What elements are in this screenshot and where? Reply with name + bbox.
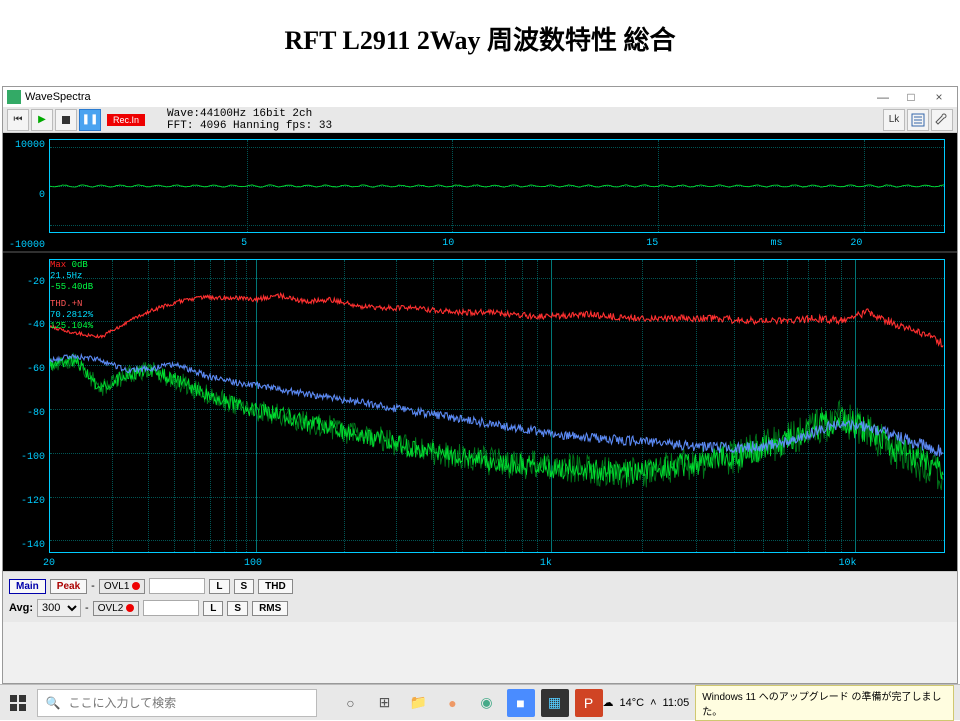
spec-ytick: -120 [5, 496, 45, 507]
pause-button[interactable]: ❚❚ [79, 109, 101, 131]
spec-ytick: -100 [5, 452, 45, 463]
ovl2-L-button[interactable]: L [203, 601, 223, 616]
ovl1-toggle[interactable]: OVL1 [99, 579, 146, 594]
wrench-icon[interactable] [931, 109, 953, 131]
minimize-button[interactable]: — [869, 88, 897, 106]
close-button[interactable]: × [925, 88, 953, 106]
app-window: WaveSpectra — □ × ⏮ ▶ ❚❚ Rec.In Wave:441… [2, 86, 958, 684]
spec-ytick: -80 [5, 408, 45, 419]
taskbar-taskview-icon[interactable]: ⊞ [371, 689, 399, 717]
taskbar-cortana-icon[interactable]: ○ [337, 689, 365, 717]
wave-xtick: 5 [241, 238, 247, 249]
taskbar[interactable]: 🔍 ここに入力して検索 ○⊞📁●◉■▦P ☁ 14°C ˄ 11:05 Wind… [0, 684, 960, 720]
wave-ytick: 0 [5, 190, 45, 201]
taskbar-chrome-icon[interactable]: ◉ [473, 689, 501, 717]
avg-label: Avg: [9, 602, 33, 614]
spec-xtick: 10k [838, 558, 856, 569]
play-button[interactable]: ▶ [31, 109, 53, 131]
lk-button[interactable]: Lk [883, 109, 905, 131]
maximize-button[interactable]: □ [897, 88, 925, 106]
ovl1-input[interactable] [149, 578, 205, 594]
wave-xtick: 10 [442, 238, 454, 249]
settings-icon[interactable] [907, 109, 929, 131]
wave-x-unit: ms [771, 238, 783, 249]
toolbar: ⏮ ▶ ❚❚ Rec.In Wave:44100Hz 16bit 2ch FFT… [3, 107, 957, 133]
spec-xtick: 1k [540, 558, 552, 569]
rewind-button[interactable]: ⏮ [7, 109, 29, 131]
waveform-plot[interactable]: 10000 0 -10000 5 10 15 20 ms [3, 133, 957, 253]
ovl2-toggle[interactable]: OVL2 [93, 601, 140, 616]
wave-xtick: 15 [646, 238, 658, 249]
avg-select[interactable]: 300 [37, 599, 81, 617]
ovl2-input[interactable] [143, 600, 199, 616]
info-line-1: Wave:44100Hz 16bit 2ch [167, 108, 881, 120]
wave-info: Wave:44100Hz 16bit 2ch FFT: 4096 Hanning… [147, 108, 881, 132]
start-button[interactable] [0, 685, 37, 721]
upgrade-notification[interactable]: Windows 11 へのアップグレード の準備が完了しました。 [695, 685, 954, 721]
search-placeholder: ここに入力して検索 [68, 694, 176, 711]
wave-ytick: 10000 [5, 140, 45, 151]
taskbar-explorer-icon[interactable]: 📁 [405, 689, 433, 717]
thd-button[interactable]: THD [258, 579, 293, 594]
wave-xtick: 20 [850, 238, 862, 249]
plot-area: 10000 0 -10000 5 10 15 20 ms Max 0dB 21.5Hz -55… [3, 133, 957, 571]
app-icon [7, 90, 21, 104]
spec-ytick: -20 [5, 277, 45, 288]
spec-xtick: 20 [43, 558, 55, 569]
temperature: 14°C [620, 697, 645, 709]
search-icon: 🔍 [46, 696, 61, 710]
peak-readout: Max 0dB 21.5Hz -55.40dB THD.+N 70.2812% … [50, 260, 93, 332]
tray-chevron-icon[interactable]: ˄ [650, 697, 656, 709]
taskbar-wavespectra-icon[interactable]: ▦ [541, 689, 569, 717]
ovl1-S-button[interactable]: S [234, 579, 255, 594]
ovl1-L-button[interactable]: L [209, 579, 229, 594]
spec-ytick: -140 [5, 540, 45, 551]
spectrum-plot[interactable]: Max 0dB 21.5Hz -55.40dB THD.+N 70.2812% … [3, 253, 957, 571]
taskbar-firefox-icon[interactable]: ● [439, 689, 467, 717]
main-button[interactable]: Main [9, 579, 46, 594]
weather-icon[interactable]: ☁ [603, 696, 614, 709]
info-line-2: FFT: 4096 Hanning fps: 33 [167, 120, 881, 132]
rms-button[interactable]: RMS [252, 601, 288, 616]
titlebar[interactable]: WaveSpectra — □ × [3, 87, 957, 107]
spec-xtick: 100 [244, 558, 262, 569]
search-box[interactable]: 🔍 ここに入力して検索 [37, 689, 317, 717]
spec-ytick: -60 [5, 364, 45, 375]
window-title: WaveSpectra [25, 91, 91, 103]
stop-button[interactable] [55, 109, 77, 131]
peak-button[interactable]: Peak [50, 579, 87, 594]
slide-title: RFT L2911 2Way 周波数特性 総合 [0, 0, 960, 67]
clock[interactable]: 11:05 [663, 697, 690, 709]
control-panel: Main Peak - OVL1 L S THD Avg: 300 - OVL2… [3, 571, 957, 622]
rec-indicator: Rec.In [107, 114, 145, 126]
taskbar-apps: ○⊞📁●◉■▦P [337, 689, 603, 717]
ovl2-S-button[interactable]: S [227, 601, 248, 616]
spec-ytick: -40 [5, 320, 45, 331]
wave-ytick: -10000 [5, 240, 45, 251]
taskbar-zoom-icon[interactable]: ■ [507, 689, 535, 717]
taskbar-powerpoint-icon[interactable]: P [575, 689, 603, 717]
